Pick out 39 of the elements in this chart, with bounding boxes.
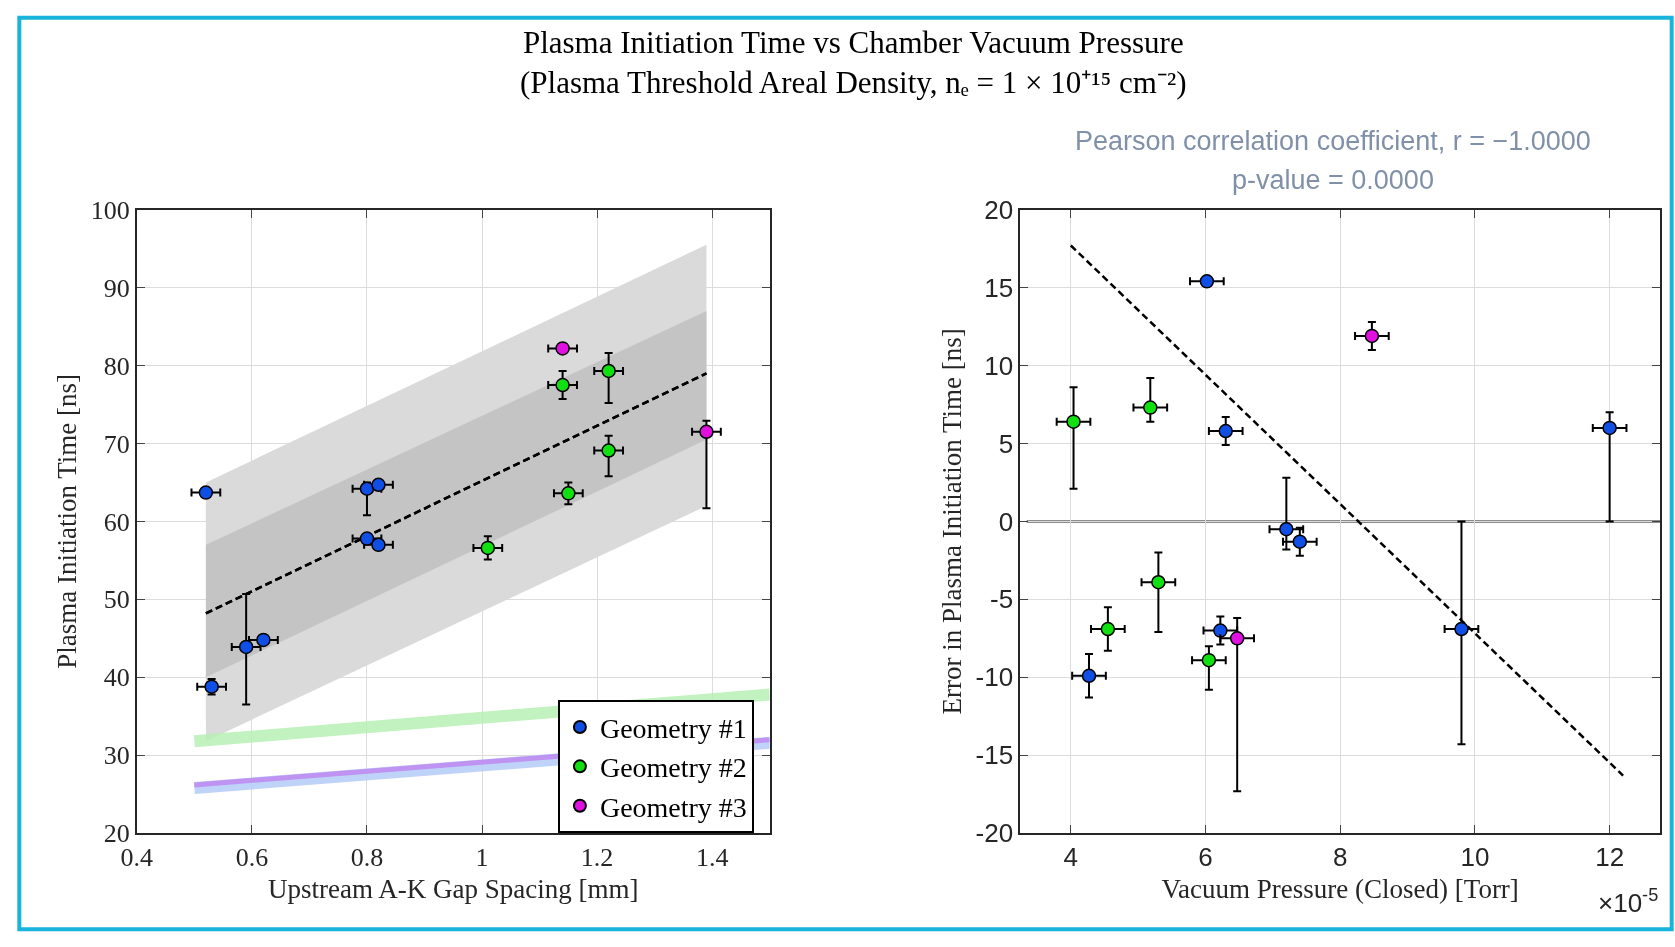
x-tick-label: 10 xyxy=(1460,842,1490,873)
x-axis-title: Upstream A-K Gap Spacing [mm] xyxy=(268,874,639,905)
y-tick-label: 60 xyxy=(103,507,130,537)
x-tick-label: 12 xyxy=(1595,842,1625,873)
y-tick-label: 50 xyxy=(103,585,130,615)
x-tick-label: 1 xyxy=(475,843,489,873)
y-tick-label: 30 xyxy=(103,741,130,771)
x-tick-label: 1.2 xyxy=(580,843,614,873)
x-tick-label: 8 xyxy=(1332,842,1348,873)
text: p-value = 0.0000 xyxy=(1232,165,1434,195)
y-tick-label: 70 xyxy=(103,429,130,459)
x-tick-label: 0.8 xyxy=(350,843,384,873)
y-tick-label: 80 xyxy=(103,351,130,381)
legend-label: Geometry #3 xyxy=(599,791,747,823)
text: Pearson correlation coefficient, r = −1.0000 xyxy=(1075,126,1591,156)
x-tick-label: 6 xyxy=(1198,842,1213,873)
y-tick-label: 40 xyxy=(103,663,130,693)
y-tick-label: 5 xyxy=(998,428,1014,459)
y-tick-label: -10 xyxy=(975,662,1014,693)
x-tick-label: 4 xyxy=(1063,842,1079,873)
y-tick-label: 20 xyxy=(984,194,1014,225)
legend-label: Geometry #1 xyxy=(599,712,747,744)
y-tick-label: -5 xyxy=(989,584,1014,615)
x-axis-title: Vacuum Pressure (Closed) [Torr] xyxy=(1161,874,1519,905)
y-axis-title: Error in Plasma Initiation Time [ns] xyxy=(937,328,968,715)
y-tick-label: 0 xyxy=(998,506,1014,537)
text: ×10$^{-5}$ xyxy=(1598,885,1659,918)
x-tick-label: 1.4 xyxy=(695,843,729,873)
y-tick-label: 90 xyxy=(103,273,130,303)
legend-label: Geometry #2 xyxy=(599,752,747,784)
y-tick-label: 100 xyxy=(90,195,130,225)
y-tick-label: 15 xyxy=(984,272,1014,303)
y-tick-label: -20 xyxy=(975,818,1014,849)
text: Plasma Initiation Time vs Chamber Vacuum Pressure xyxy=(522,25,1184,60)
y-axis-title: Plasma Initiation Time [ns] xyxy=(52,374,83,669)
text: (Plasma Threshold Areal Density, nₑ = 1 × 10⁺¹⁵ cm⁻²) xyxy=(520,65,1187,101)
y-tick-label: -15 xyxy=(975,740,1014,771)
y-tick-label: 10 xyxy=(984,350,1014,381)
x-tick-label: 0.6 xyxy=(235,843,269,873)
